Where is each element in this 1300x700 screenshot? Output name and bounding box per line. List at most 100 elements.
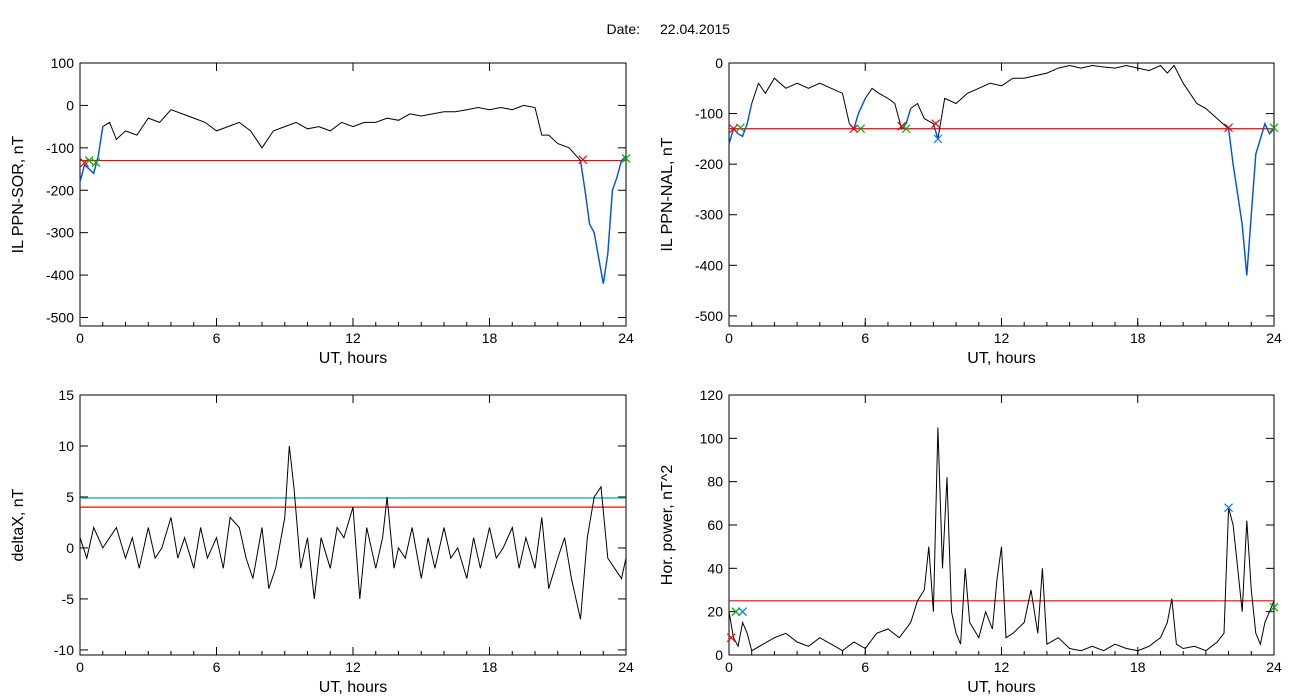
- marker-stroke: [1269, 602, 1279, 612]
- marker-stroke: [726, 633, 736, 643]
- highlight-segment: [728, 103, 753, 145]
- x-tick-label: 0: [76, 330, 84, 346]
- event-marker: [1224, 123, 1234, 133]
- marker-stroke: [1224, 123, 1234, 133]
- highlight-segment: [579, 155, 627, 284]
- marker-stroke: [897, 121, 907, 131]
- plot-frame: [728, 62, 1275, 327]
- plot-frame: [79, 394, 627, 656]
- y-tick-label: 40: [707, 560, 723, 576]
- event-marker: [1224, 503, 1234, 513]
- x-tick-label: 24: [1266, 330, 1282, 346]
- figure-title: Date: 22.04.2015: [607, 21, 731, 37]
- marker-stroke: [731, 607, 741, 617]
- marker-stroke: [849, 124, 859, 134]
- x-axis-label: UT, hours: [967, 350, 1035, 367]
- x-tick-label: 6: [861, 330, 869, 346]
- y-tick-label: 0: [66, 97, 74, 113]
- x-tick-label: 12: [994, 659, 1010, 675]
- marker-stroke: [738, 607, 748, 617]
- marker-stroke: [91, 158, 101, 168]
- marker-stroke: [1269, 123, 1279, 133]
- chart-panel-sor: 0 6 12 18 24 100 0 -100 -200 -300 -400 -500 UT, hour…: [10, 55, 634, 367]
- x-tick-label: 12: [994, 330, 1010, 346]
- x-tick-label: 6: [213, 659, 221, 675]
- y-tick-label: 10: [58, 438, 74, 454]
- y-tick-label: 15: [58, 387, 74, 403]
- event-marker: [1269, 602, 1279, 612]
- event-marker: [1269, 123, 1279, 133]
- event-marker: [856, 124, 866, 134]
- y-axis-label: IL PPN-SOR, nT: [10, 135, 27, 253]
- highlight-segment: [848, 98, 866, 131]
- y-tick-label: -300: [46, 225, 74, 241]
- y-tick-label: -100: [695, 106, 723, 122]
- x-tick-label: 0: [76, 659, 84, 675]
- marker-stroke: [729, 124, 738, 134]
- y-tick-label: -500: [46, 310, 74, 326]
- plot-frame: [79, 62, 627, 327]
- event-marker: [849, 124, 859, 134]
- y-tick-label: 0: [715, 55, 723, 71]
- y-tick-label: -200: [695, 156, 723, 172]
- marker-stroke: [80, 158, 89, 168]
- y-tick-label: -5: [62, 591, 75, 607]
- y-tick-label: -10: [54, 642, 74, 658]
- y-tick-label: -100: [46, 140, 74, 156]
- series-line: [79, 445, 627, 620]
- event-marker: [726, 633, 736, 643]
- x-tick-label: 18: [482, 659, 498, 675]
- x-axis-label: UT, hours: [319, 679, 387, 696]
- marker-stroke: [856, 124, 866, 134]
- chart-panel-power: 0 6 12 18 24 120 100 80 60 40 20 0 UT, hours Hor. pow…: [659, 387, 1282, 696]
- y-tick-label: -500: [695, 308, 723, 324]
- x-tick-label: 12: [345, 659, 361, 675]
- marker-stroke: [578, 155, 588, 165]
- date-label: Date:: [607, 21, 640, 37]
- event-marker: [735, 123, 745, 133]
- marker-stroke: [621, 154, 631, 163]
- x-tick-label: 24: [1266, 659, 1282, 675]
- marker-stroke: [735, 123, 745, 133]
- y-tick-label: 120: [700, 387, 724, 403]
- highlight-segment: [79, 126, 104, 182]
- marker-stroke: [1224, 503, 1234, 513]
- highlight-segment: [932, 123, 939, 140]
- y-tick-label: 100: [700, 430, 724, 446]
- event-marker: [901, 124, 911, 134]
- event-marker: [897, 121, 907, 131]
- y-axis-label: IL PPN-NAL, nT: [659, 137, 676, 251]
- highlight-segment: [1227, 121, 1275, 276]
- plot-frame: [728, 394, 1275, 656]
- event-marker: [738, 607, 748, 617]
- y-axis-label: Hor. power, nT^2: [659, 465, 676, 586]
- y-tick-label: 5: [66, 489, 74, 505]
- event-marker: [80, 158, 89, 168]
- x-tick-label: 0: [725, 659, 733, 675]
- marker-stroke: [84, 156, 94, 165]
- y-tick-label: 60: [707, 517, 723, 533]
- x-axis-label: UT, hours: [319, 350, 387, 367]
- event-marker: [931, 119, 941, 129]
- event-marker: [933, 134, 943, 144]
- y-tick-label: 0: [715, 647, 723, 663]
- y-tick-label: 0: [66, 540, 74, 556]
- x-axis-label: UT, hours: [967, 679, 1035, 696]
- y-tick-label: 100: [51, 55, 75, 71]
- chart-panel-nal: 0 6 12 18 24 0 -100 -200 -300 -400 -500 UT, hours IL…: [659, 55, 1282, 367]
- event-marker: [621, 154, 631, 163]
- event-marker: [91, 158, 101, 168]
- date-value: 22.04.2015: [660, 21, 730, 37]
- x-tick-label: 24: [618, 659, 634, 675]
- y-tick-label: 80: [707, 474, 723, 490]
- x-tick-label: 18: [1130, 330, 1146, 346]
- x-tick-label: 6: [213, 330, 221, 346]
- marker-stroke: [933, 134, 943, 144]
- chart-panel-deltax: 0 6 12 18 24 15 10 5 0 -5 -10 UT, hours deltaX, nT: [10, 387, 634, 696]
- x-tick-label: 0: [725, 330, 733, 346]
- series-line: [79, 104, 627, 284]
- event-marker: [731, 607, 741, 617]
- x-tick-label: 6: [861, 659, 869, 675]
- series-line: [728, 427, 1275, 652]
